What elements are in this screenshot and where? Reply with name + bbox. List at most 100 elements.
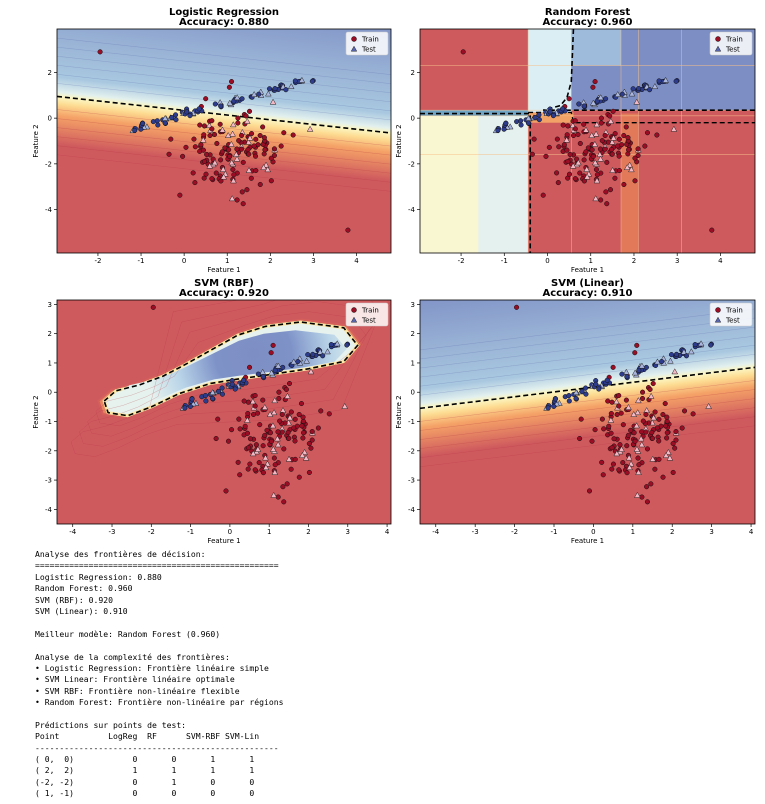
test-point-class-0: [249, 450, 257, 457]
test-point-class-0: [563, 136, 571, 143]
x-tick-label: 1: [589, 257, 593, 265]
train-point-class-0: [223, 488, 229, 494]
train-point-class-0: [625, 135, 631, 141]
train-point-class-0: [247, 461, 253, 467]
train-point-class-0: [296, 411, 302, 418]
train-point-class-0: [644, 484, 650, 490]
contour-line: [420, 425, 755, 468]
x-tick-label: -1: [551, 528, 558, 536]
y-tick-label: -3: [408, 477, 415, 485]
train-point-class-0: [560, 122, 566, 128]
train-point-class-0: [597, 146, 603, 152]
test-point-class-1: [265, 90, 272, 97]
test-point-class-0: [625, 454, 633, 461]
console-line: Analyse des frontières de décision:: [35, 549, 206, 559]
train-point-class-0: [183, 144, 189, 150]
contour-line: [420, 416, 755, 458]
test-point-class-1: [651, 83, 659, 90]
train-point-class-0: [279, 411, 285, 417]
test-point-class-0: [306, 125, 314, 132]
y-tick-label: -1: [45, 418, 52, 426]
train-point-class-0: [326, 411, 332, 417]
x-tick-label: -1: [138, 257, 145, 265]
test-point-class-0: [647, 392, 655, 399]
test-point-class-0: [637, 435, 645, 442]
train-point-class-1: [503, 120, 509, 126]
test-point-class-0: [262, 454, 269, 461]
train-point-class-0: [203, 171, 209, 177]
train-point-class-1: [140, 120, 146, 126]
train-point-class-0: [243, 113, 249, 119]
train-point-class-0: [201, 158, 208, 164]
train-point-class-0: [662, 400, 668, 407]
train-point-class-0: [673, 429, 679, 435]
train-point-class-0: [279, 429, 285, 435]
train-point-class-0: [292, 456, 298, 462]
train-point-class-1: [619, 91, 625, 97]
train-point-class-1: [232, 386, 238, 392]
y-tick-label: 1: [48, 359, 52, 367]
train-point-class-1: [636, 367, 642, 373]
train-point-class-1: [501, 126, 507, 132]
test-point-class-0: [206, 122, 213, 129]
test-point-class-0: [588, 131, 596, 138]
x-tick-label: 0: [182, 257, 186, 265]
test-point-class-0: [269, 422, 277, 429]
train-point-class-1: [215, 388, 222, 394]
y-tick-label: -2: [45, 447, 52, 455]
test-point-class-0: [260, 164, 267, 171]
train-point-class-0: [531, 136, 537, 142]
y-axis-label: Feature 2: [395, 395, 403, 428]
train-point-class-0: [345, 227, 351, 233]
chart-subtitle: Accuracy: 0.960: [543, 17, 633, 28]
x-tick-label: 1: [267, 528, 271, 536]
y-axis-label: Feature 2: [395, 124, 403, 157]
y-tick-label: 2: [411, 330, 415, 338]
train-point-class-1: [218, 103, 224, 109]
chart-title: Random Forest: [545, 7, 630, 18]
test-point-class-0: [229, 130, 236, 137]
train-point-class-0: [608, 430, 614, 436]
train-point-class-0: [589, 147, 595, 153]
legend-marker-test: [714, 316, 722, 323]
panel-1: -2 -1 0 1 2 3 4 -4 -2 0 2 Feature 1 Feature 2 Logisti…: [32, 7, 392, 274]
train-point-class-0: [200, 147, 207, 153]
decision-region: [571, 29, 621, 66]
train-point-class-0: [644, 130, 651, 136]
train-point-class-0: [228, 79, 235, 85]
chart-title: SVM (RBF): [194, 278, 254, 289]
legend-marker-train: [351, 307, 357, 313]
test-point-class-0: [609, 166, 616, 173]
x-axis-label: Feature 1: [207, 537, 240, 545]
train-point-class-0: [247, 436, 253, 442]
train-point-class-1: [344, 342, 350, 348]
plot-frame: [56, 299, 392, 525]
train-point-class-0: [621, 132, 627, 139]
train-point-class-1: [239, 96, 245, 102]
test-point-class-0: [623, 164, 631, 171]
train-point-class-0: [631, 430, 637, 436]
x-tick-label: 3: [709, 528, 713, 536]
test-point-class-1: [654, 358, 661, 365]
train-point-class-0: [624, 470, 630, 476]
train-point-class-0: [616, 167, 622, 174]
train-point-class-0: [150, 304, 156, 310]
train-point-class-0: [610, 364, 616, 370]
test-point-class-0: [266, 410, 274, 417]
train-point-class-0: [599, 416, 605, 422]
train-point-class-1: [536, 112, 542, 118]
test-point-class-0: [274, 441, 282, 448]
train-point-class-0: [556, 144, 562, 150]
charts-figure: -2 -1 0 1 2 3 4 -4 -2 0 2 Feature 1 Feature 2 Logisti…: [32, 7, 756, 545]
train-point-class-1: [668, 352, 675, 358]
train-point-class-0: [632, 350, 638, 356]
y-tick-label: 2: [48, 69, 52, 77]
train-point-class-0: [234, 197, 240, 203]
y-tick-label: 0: [411, 115, 415, 123]
console-line: [35, 708, 755, 719]
train-point-class-0: [460, 49, 466, 55]
train-point-class-0: [239, 189, 245, 195]
train-point-class-1: [518, 118, 524, 124]
train-point-class-0: [643, 411, 649, 417]
test-point-class-0: [582, 126, 590, 133]
